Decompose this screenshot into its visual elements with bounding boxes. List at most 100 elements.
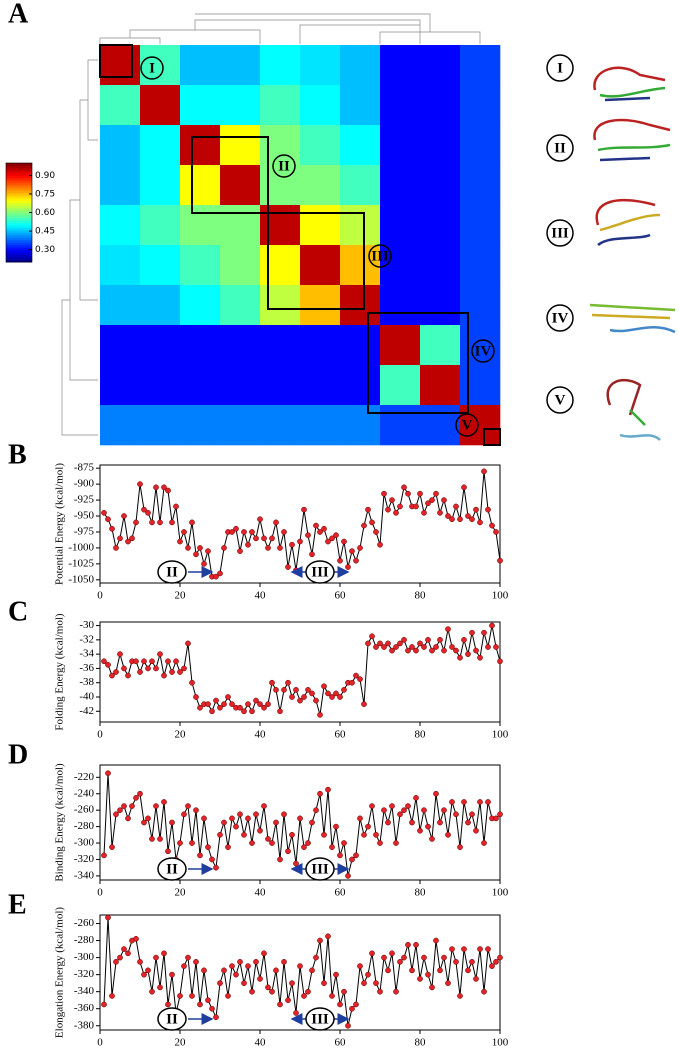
point: [149, 658, 155, 665]
point: [353, 1001, 359, 1008]
point: [105, 770, 111, 777]
y-tick-label: -280: [74, 934, 95, 946]
point: [225, 993, 231, 999]
point: [397, 959, 403, 965]
heat-cell: [180, 405, 221, 446]
point: [137, 790, 143, 797]
point: [345, 1022, 351, 1029]
heat-cell: [340, 85, 381, 126]
heat-cell: [380, 325, 421, 366]
heat-cell: [220, 365, 261, 406]
x-tick-label: 0: [97, 729, 103, 741]
heat-cell: [340, 325, 381, 366]
x-tick-label: 0: [97, 590, 103, 602]
point: [289, 980, 295, 986]
heat-cell: [340, 165, 381, 206]
heat-cell: [460, 125, 501, 166]
heat-cell: [380, 285, 421, 326]
heat-cell: [100, 285, 141, 326]
heat-cell: [140, 205, 181, 246]
heat-cell: [380, 45, 421, 86]
point: [185, 640, 191, 647]
x-tick-label: 60: [335, 887, 347, 899]
heat-cell: [260, 285, 301, 326]
colorbar-step: [6, 234, 32, 238]
point: [437, 637, 443, 643]
point: [349, 679, 355, 686]
point: [305, 687, 311, 693]
point: [141, 819, 147, 826]
x-tick-label: 40: [255, 729, 267, 741]
point: [329, 993, 335, 999]
point: [229, 963, 235, 969]
point: [281, 687, 287, 693]
point: [441, 497, 447, 503]
point: [149, 988, 155, 995]
point: [485, 506, 491, 513]
point: [493, 959, 499, 965]
point: [281, 811, 287, 818]
point: [197, 1001, 203, 1008]
point: [297, 815, 303, 822]
point: [157, 519, 163, 526]
point: [425, 823, 431, 830]
heat-cell: [460, 85, 501, 126]
heat-cell: [140, 245, 181, 286]
cluster-label: V: [462, 417, 473, 433]
heat-cell: [180, 245, 221, 286]
cluster-circle: [272, 154, 296, 178]
point: [221, 701, 227, 707]
y-tick-label: -300: [74, 951, 95, 963]
point: [405, 490, 411, 497]
point: [281, 959, 287, 965]
heat-cell: [380, 125, 421, 166]
point: [381, 954, 387, 961]
point: [421, 509, 427, 516]
x-tick-label: 80: [415, 1037, 427, 1049]
point: [217, 980, 223, 986]
x-tick-label: 20: [175, 590, 187, 602]
point: [153, 803, 159, 809]
colorbar-step: [6, 192, 32, 196]
colorbar-step: [6, 229, 32, 233]
point: [469, 516, 475, 523]
point: [273, 519, 279, 526]
point: [137, 669, 143, 675]
cluster-label: II: [278, 158, 290, 174]
point: [169, 819, 175, 826]
point: [185, 803, 191, 809]
point: [221, 967, 227, 974]
structure-label: III: [551, 225, 569, 241]
x-tick-label: 40: [255, 887, 267, 899]
point: [409, 644, 415, 650]
point: [389, 497, 395, 503]
point: [373, 980, 379, 986]
point: [161, 484, 167, 491]
point: [301, 844, 307, 850]
point: [289, 541, 295, 548]
x-tick-label: 100: [492, 1037, 509, 1049]
point: [217, 831, 223, 838]
cluster-box: [367, 312, 469, 414]
heat-cell: [420, 165, 461, 206]
colorbar-step: [6, 170, 32, 174]
point: [325, 933, 331, 940]
point: [237, 959, 243, 965]
heat-cell: [220, 245, 261, 286]
annotation-label: III: [311, 861, 329, 877]
point: [121, 513, 127, 519]
point: [161, 799, 167, 805]
point: [445, 980, 451, 986]
panel-label: E: [8, 889, 27, 920]
heat-cell: [140, 45, 181, 86]
point: [469, 811, 475, 818]
point: [461, 946, 467, 952]
point: [421, 807, 427, 814]
annotation-circle: [157, 560, 187, 584]
y-tick-label: -42: [79, 705, 94, 717]
heat-cell: [340, 405, 381, 446]
point: [493, 529, 499, 535]
point: [321, 683, 327, 690]
point: [241, 529, 247, 535]
point: [329, 844, 335, 850]
